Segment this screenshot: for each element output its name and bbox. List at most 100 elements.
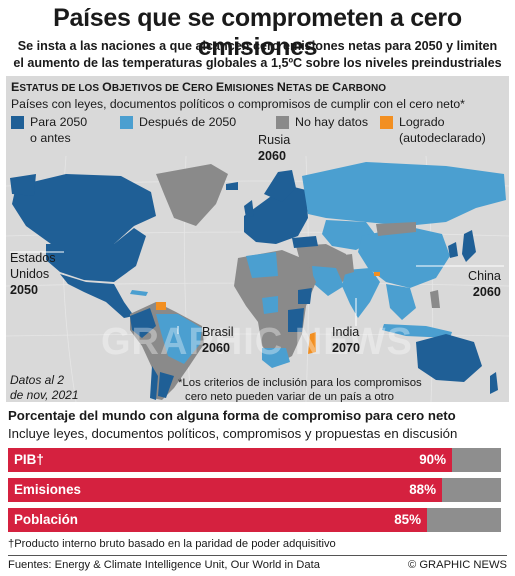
label-brazil-year: 2060	[202, 341, 231, 355]
label-china: China 2060	[468, 268, 501, 300]
nigeria-shape	[262, 296, 278, 314]
india-shape	[342, 268, 380, 318]
world-map-panel: GRAPHIC NEWS ESTATUS DE LOS OBJETIVOS DE…	[6, 76, 509, 402]
alaska-shape	[10, 174, 36, 196]
bar-row-gdp: PIB† 90%	[8, 448, 501, 472]
bar-fill-gdp	[8, 448, 452, 472]
canada-shape	[12, 174, 156, 246]
legend-swatch-no-data	[276, 116, 289, 129]
date-note-line2: de nov, 2021	[10, 388, 79, 402]
legend-2050-line2: o antes	[30, 131, 71, 145]
legend-no-data-line1: No hay datos	[295, 115, 369, 129]
footer-divider	[8, 555, 507, 556]
legend-item-no-data: No hay datos	[295, 114, 368, 130]
subtitle-line-1: Se insta a las naciones a que alcancen c…	[17, 39, 498, 53]
south-africa-shape	[262, 348, 290, 368]
philippines-shape	[430, 290, 440, 308]
bar-label-emissions: Emisiones	[14, 482, 81, 497]
legend-achieved-line2: (autodeclarado)	[399, 131, 486, 145]
criteria-line1: *Los criterios de inclusión para los com…	[178, 377, 422, 389]
heading-cap-4: N	[276, 80, 286, 94]
legend-item-after-2050: Después de 2050	[139, 114, 236, 130]
bar-label-gdp: PIB†	[14, 452, 44, 467]
heading-rest-4: ETAS DE	[285, 83, 333, 94]
turkey-shape	[292, 236, 318, 248]
label-china-name: China	[468, 269, 501, 283]
heading-rest-5: ARBONO	[341, 83, 387, 94]
date-note-line1: Datos al 2	[10, 373, 65, 387]
bar-row-population: Población 85%	[8, 508, 501, 532]
legend-swatch-2050	[11, 116, 24, 129]
china-shape	[358, 226, 450, 288]
map-heading: ESTATUS DE LOS OBJETIVOS DE CERO EMISION…	[11, 80, 386, 94]
greenland-shape	[156, 164, 228, 226]
chile-shape	[150, 366, 158, 400]
label-leaders	[10, 251, 504, 334]
bhutan-dot	[374, 272, 380, 276]
pakistan-shape	[336, 254, 354, 276]
bar-value-gdp: 90%	[419, 452, 446, 467]
label-india: India 2070	[332, 324, 360, 356]
subtitle-line-2: el aumento de las temperaturas globales …	[13, 56, 502, 70]
caribbean-shape	[130, 290, 148, 296]
data-date-note: Datos al 2 de nov, 2021	[10, 373, 79, 402]
criteria-line2: cero neto pueden variar de un país a otr…	[185, 391, 394, 402]
world-map	[6, 155, 509, 402]
legend-achieved-line1: Logrado	[399, 115, 445, 129]
heading-cap-2: C	[181, 80, 191, 94]
legend-after-2050-line1: Después de 2050	[139, 115, 237, 129]
japan-shape	[462, 230, 476, 262]
label-china-year: 2060	[472, 285, 501, 299]
label-usa-name2: Unidos	[10, 267, 50, 281]
legend-swatch-achieved	[380, 116, 393, 129]
heading-cap-0: E	[11, 80, 20, 94]
new-zealand-shape	[490, 372, 498, 394]
heading-cap-5: C	[332, 80, 342, 94]
argentina-shape	[158, 372, 174, 398]
legend-2050-line1: Para 2050	[30, 115, 88, 129]
label-russia-name: Rusia	[258, 133, 291, 147]
credit: © GRAPHIC NEWS	[408, 559, 507, 571]
page-subtitle: Se insta a las naciones a que alcancen c…	[0, 38, 515, 72]
mexico-shape	[60, 274, 134, 318]
korea-shape	[448, 242, 458, 258]
label-usa-year: 2050	[10, 283, 39, 297]
heading-rest-2: ERO	[191, 83, 216, 94]
scandinavia-shape	[264, 170, 296, 202]
label-india-year: 2070	[332, 341, 361, 355]
footnote: †Producto interno bruto basado en la par…	[8, 538, 336, 550]
southeast-asia-shape	[386, 284, 416, 320]
russia-shape	[302, 162, 506, 226]
europe-shape	[244, 186, 308, 244]
mongolia-shape	[376, 222, 416, 236]
east-africa-shape	[288, 308, 304, 332]
bars-subheading: Incluye leyes, documentos políticos, com…	[8, 426, 458, 441]
label-india-name: India	[332, 325, 360, 339]
bar-fill-emissions	[8, 478, 442, 502]
heading-rest-3: MISIONES	[224, 83, 277, 94]
label-russia: Rusia 2060	[258, 132, 290, 164]
heading-rest-1: BJETIVOS DE	[111, 83, 182, 94]
uk-shape	[244, 200, 254, 218]
map-subheading: Países con leyes, documentos políticos o…	[11, 97, 465, 111]
brazil-shape	[156, 314, 202, 364]
usa-shape	[46, 228, 146, 282]
colombia-shape	[130, 308, 156, 338]
heading-cap-1: O	[102, 80, 112, 94]
bar-row-emissions: Emisiones 88%	[8, 478, 501, 502]
criteria-note: *Los criterios de inclusión para los com…	[178, 376, 422, 402]
bar-label-population: Población	[14, 512, 78, 527]
watermark: GRAPHIC NEWS	[101, 321, 413, 363]
bar-fill-population	[8, 508, 427, 532]
heading-rest-0: STATUS DE LOS	[19, 83, 103, 94]
madagascar-shape	[308, 332, 316, 354]
label-usa-name1: Estados	[10, 251, 56, 265]
ethiopia-shape	[298, 288, 312, 304]
indonesia-shape	[382, 324, 452, 338]
bars-heading: Porcentaje del mundo con alguna forma de…	[8, 408, 456, 423]
label-usa: Estados Unidos 2050	[10, 250, 56, 298]
legend-item-achieved: Logrado (autodeclarado)	[399, 114, 486, 146]
australia-shape	[416, 334, 482, 382]
label-brazil-name: Brasil	[202, 325, 234, 339]
heading-cap-3: E	[215, 80, 225, 94]
